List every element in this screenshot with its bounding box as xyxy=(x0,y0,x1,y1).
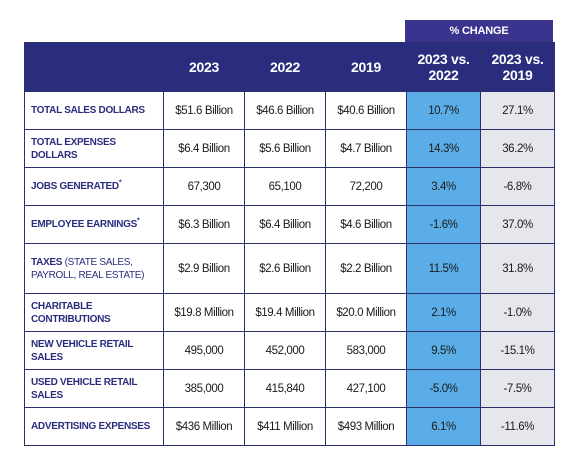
row-label: TOTAL SALES DOLLARS xyxy=(24,91,164,130)
table-row: TAXES (STATE SALES, PAYROLL, REAL ESTATE… xyxy=(24,243,555,294)
pct-2023-vs-2022: 11.5% xyxy=(406,243,481,294)
header-2022: 2022 xyxy=(244,42,326,92)
header-2023-vs-2019-label: 2023 vs. 2019 xyxy=(491,51,544,83)
value-2019: $2.2 Billion xyxy=(325,243,407,294)
row-label: ADVERTISING EXPENSES xyxy=(24,407,164,446)
footnote-marker: * xyxy=(118,179,122,187)
value-2019: $20.0 Million xyxy=(325,293,407,332)
pct-2023-vs-2022: -1.6% xyxy=(406,205,481,244)
value-2023: $19.8 Million xyxy=(163,293,245,332)
row-label: EMPLOYEE EARNINGS* xyxy=(24,205,164,244)
footnote-marker: * xyxy=(137,217,140,225)
table-row: USED VEHICLE RETAIL SALES 385,000 415,840 4… xyxy=(24,369,555,408)
table-row: TOTAL EXPENSES DOLLARS $6.4 Billion $5.6 B… xyxy=(24,129,555,168)
stats-table: 2023 2022 2019 2023 vs. 2022 2023 vs. 20… xyxy=(24,42,555,446)
value-2019: 427,100 xyxy=(325,369,407,408)
header-2019: 2019 xyxy=(325,42,407,92)
pct-2023-vs-2019: 27.1% xyxy=(480,91,555,130)
row-label-text: CHARITABLE CONTRIBUTIONS xyxy=(31,300,111,325)
row-label: USED VEHICLE RETAIL SALES xyxy=(24,369,164,408)
row-label-text: USED VEHICLE RETAIL SALES xyxy=(31,376,138,401)
table-row: JOBS GENERATED* 67,300 65,100 72,200 3.4% -6.… xyxy=(24,167,555,206)
pct-2023-vs-2022: 14.3% xyxy=(406,129,481,168)
pct-2023-vs-2019: 37.0% xyxy=(480,205,555,244)
row-label: JOBS GENERATED* xyxy=(24,167,164,206)
pct-2023-vs-2022: 6.1% xyxy=(406,407,481,446)
row-label-note: (STATE SALES, PAYROLL, REAL ESTATE) xyxy=(31,256,145,281)
pct-2023-vs-2019: 31.8% xyxy=(480,243,555,294)
value-2022: 452,000 xyxy=(244,331,326,370)
value-2022: $19.4 Million xyxy=(244,293,326,332)
row-label-text: TAXES xyxy=(31,256,63,268)
table-row: TOTAL SALES DOLLARS $51.6 Billion $46.6 Bi… xyxy=(24,91,555,130)
percent-change-header: % CHANGE xyxy=(405,20,553,42)
value-2022: $6.4 Billion xyxy=(244,205,326,244)
value-2023: $6.4 Billion xyxy=(163,129,245,168)
value-2019: $4.6 Billion xyxy=(325,205,407,244)
table-row: NEW VEHICLE RETAIL SALES 495,000 452,000 58… xyxy=(24,331,555,370)
value-2022: 415,840 xyxy=(244,369,326,408)
value-2019: $4.7 Billion xyxy=(325,129,407,168)
row-label-text: EMPLOYEE EARNINGS xyxy=(31,219,138,230)
row-label-text: TOTAL SALES DOLLARS xyxy=(31,105,145,116)
value-2023: 495,000 xyxy=(163,331,245,370)
value-2022: $5.6 Billion xyxy=(244,129,326,168)
pct-2023-vs-2019: -11.6% xyxy=(480,407,555,446)
row-label: TOTAL EXPENSES DOLLARS xyxy=(24,129,164,168)
value-2023: $2.9 Billion xyxy=(163,243,245,294)
value-2023: $6.3 Billion xyxy=(163,205,245,244)
header-2023-vs-2022: 2023 vs. 2022 xyxy=(406,42,481,92)
row-label-text: NEW VEHICLE RETAIL SALES xyxy=(31,338,134,363)
value-2019: 72,200 xyxy=(325,167,407,206)
pct-2023-vs-2022: 9.5% xyxy=(406,331,481,370)
pct-2023-vs-2022: 2.1% xyxy=(406,293,481,332)
pct-2023-vs-2019: -6.8% xyxy=(480,167,555,206)
header-2023: 2023 xyxy=(163,42,245,92)
value-2023: 67,300 xyxy=(163,167,245,206)
value-2022: $2.6 Billion xyxy=(244,243,326,294)
value-2023: $51.6 Billion xyxy=(163,91,245,130)
pct-2023-vs-2019: 36.2% xyxy=(480,129,555,168)
row-label-text: JOBS GENERATED xyxy=(31,181,119,192)
header-blank-cell xyxy=(24,42,164,92)
table-row: EMPLOYEE EARNINGS* $6.3 Billion $6.4 Billi… xyxy=(24,205,555,244)
row-label: NEW VEHICLE RETAIL SALES xyxy=(24,331,164,370)
row-label-text: ADVERTISING EXPENSES xyxy=(31,421,151,432)
table-row: CHARITABLE CONTRIBUTIONS $19.8 Million $19… xyxy=(24,293,555,332)
header-2023-vs-2022-label: 2023 vs. 2022 xyxy=(417,51,470,83)
pct-2023-vs-2022: 10.7% xyxy=(406,91,481,130)
pct-2023-vs-2019: -1.0% xyxy=(480,293,555,332)
pct-2023-vs-2019: -15.1% xyxy=(480,331,555,370)
header-row: 2023 2022 2019 2023 vs. 2022 2023 vs. 20… xyxy=(24,42,555,92)
pct-2023-vs-2022: -5.0% xyxy=(406,369,481,408)
pct-2023-vs-2022: 3.4% xyxy=(406,167,481,206)
value-2022: $411 Million xyxy=(244,407,326,446)
value-2022: 65,100 xyxy=(244,167,326,206)
pct-2023-vs-2019: -7.5% xyxy=(480,369,555,408)
header-2023-vs-2019: 2023 vs. 2019 xyxy=(480,42,555,92)
value-2019: $40.6 Billion xyxy=(325,91,407,130)
value-2023: $436 Million xyxy=(163,407,245,446)
data-table-container: % CHANGE 2023 2022 2019 2023 vs. 2022 20… xyxy=(24,20,555,460)
value-2023: 385,000 xyxy=(163,369,245,408)
value-2019: 583,000 xyxy=(325,331,407,370)
row-label-text: TOTAL EXPENSES DOLLARS xyxy=(31,136,116,161)
row-label: CHARITABLE CONTRIBUTIONS xyxy=(24,293,164,332)
value-2022: $46.6 Billion xyxy=(244,91,326,130)
value-2019: $493 Million xyxy=(325,407,407,446)
table-row: ADVERTISING EXPENSES $436 Million $411 Mil… xyxy=(24,407,555,446)
row-label: TAXES (STATE SALES, PAYROLL, REAL ESTATE… xyxy=(24,243,164,294)
